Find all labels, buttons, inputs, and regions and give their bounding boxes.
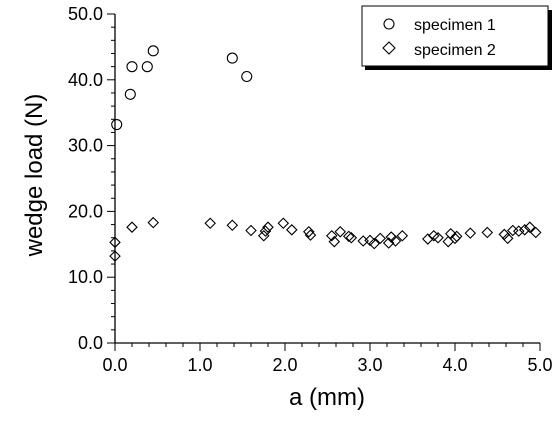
y-tick-label: 20.0 [68,201,103,221]
specimen-1-point [124,88,136,100]
legend-label-specimen-1: specimen 1 [414,17,496,34]
specimen-2-point [204,217,216,230]
specimen-2-point [262,221,274,233]
specimen-2-point [512,225,525,237]
specimen-1-point [226,52,238,64]
specimen-1-point [141,61,153,73]
legend-label-specimen-2: specimen 2 [414,42,496,59]
specimen-2-point [147,216,160,229]
legend-circle-marker [383,18,395,30]
specimen-2-point [245,224,257,237]
x-tick-label: 0.0 [102,355,127,375]
specimen-2-point [357,235,369,247]
specimen-2-point [518,224,531,236]
specimen-1-point [147,45,159,57]
x-tick-label: 1.0 [187,355,212,375]
y-axis-label: wedge load (N) [21,94,48,258]
specimen-2-point [109,250,121,262]
specimen-1-point [126,61,138,73]
specimen-2-point [345,231,358,244]
specimen-2-point [450,230,463,243]
specimen-2-point [126,221,138,233]
specimen-2-point [529,226,542,239]
specimen-2-point [325,229,338,242]
specimen-2-point [364,234,376,247]
specimen-2-point [389,235,402,247]
specimen-2-point [464,227,477,239]
specimen-2-point [481,226,494,239]
x-tick-label: 5.0 [527,355,552,375]
specimen-2-point [328,235,341,248]
specimen-2-point [396,229,409,242]
specimen-1-point [111,118,123,131]
y-tick-label: 0.0 [78,333,103,353]
specimen-2-point [342,230,355,243]
x-tick-label: 4.0 [442,355,467,375]
y-tick-label: 50.0 [68,4,103,24]
specimen-2-point [303,226,315,238]
specimen-2-point [368,237,381,250]
specimen-2-point [374,232,386,245]
axes [114,14,540,344]
specimen-2-point [432,231,444,244]
x-tick-label: 3.0 [357,355,382,375]
specimen-2-point [524,221,536,233]
specimen-2-point [286,224,298,236]
y-tick-label: 30.0 [68,136,103,156]
specimen-1-point [241,70,253,83]
specimen-2-point [277,217,290,230]
legend: specimen 1 specimen 2 [361,5,552,70]
specimen-2-point [501,232,514,245]
specimen-2-point [334,226,347,238]
specimen-2-point [257,229,270,242]
specimen-2-point [226,219,239,231]
data-points [109,45,542,262]
specimen-2-point [304,229,317,241]
legend-diamond-marker [382,41,396,55]
x-axis-label: a (mm) [289,384,365,411]
specimen-2-point [259,225,272,237]
x-tick-label: 2.0 [272,355,297,375]
y-tick-label: 40.0 [68,70,103,90]
legend-box [361,5,549,67]
ticks: 0.0 1.0 2.0 3.0 4.0 5.0 0.0 10.0 20.0 30.0 40.0 50.… [68,4,553,375]
y-tick-label: 10.0 [68,267,103,287]
specimen-2-point [109,236,121,249]
